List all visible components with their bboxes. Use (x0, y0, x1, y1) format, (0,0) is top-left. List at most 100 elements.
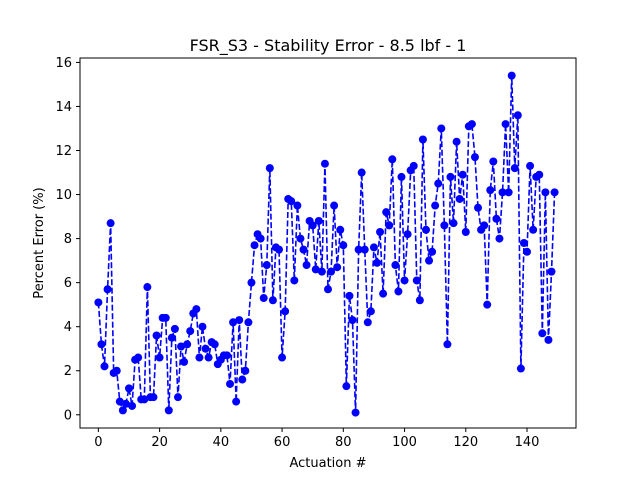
data-point (106, 219, 115, 228)
data-point (360, 245, 369, 254)
data-point (446, 172, 455, 181)
data-point (400, 276, 409, 285)
data-point (403, 230, 412, 239)
data-point (103, 285, 112, 294)
y-tick-label: 12 (55, 144, 72, 159)
data-point (363, 318, 372, 327)
data-point (124, 384, 133, 393)
data-point (550, 188, 559, 197)
data-point (458, 170, 467, 179)
axes-frame (79, 57, 577, 429)
data-point (394, 287, 403, 296)
y-tick-label: 2 (64, 364, 72, 379)
data-point (461, 227, 470, 236)
data-point (431, 201, 440, 210)
data-point (167, 333, 176, 342)
data-point (164, 406, 173, 415)
data-point (118, 406, 127, 415)
data-point (415, 296, 424, 305)
data-point (287, 197, 296, 206)
data-point (235, 316, 244, 325)
data-point (529, 225, 538, 234)
data-point (412, 276, 421, 285)
data-point (492, 214, 501, 223)
y-axis: 0 2 4 6 8 10 12 14 16 (55, 56, 80, 423)
data-point (265, 164, 274, 173)
data-point (480, 221, 489, 230)
x-tick-label: 20 (151, 435, 168, 450)
data-point (372, 258, 381, 267)
data-point (489, 157, 498, 166)
x-tick-label: 80 (335, 435, 352, 450)
data-point (495, 234, 504, 243)
data-point (241, 366, 250, 375)
data-point (455, 194, 464, 203)
data-point (161, 313, 170, 322)
data-point (357, 168, 366, 177)
data-point (229, 318, 238, 327)
data-point (278, 353, 287, 362)
data-point (317, 267, 326, 276)
data-point (421, 225, 430, 234)
data-point (186, 327, 195, 336)
data-point (382, 208, 391, 217)
data-point (152, 331, 161, 340)
data-point (302, 261, 311, 270)
data-point (210, 340, 219, 349)
data-point (262, 261, 271, 270)
data-point (547, 267, 556, 276)
data-point (544, 335, 553, 344)
y-tick-label: 0 (64, 408, 72, 423)
data-point (192, 305, 201, 314)
data-point (449, 219, 458, 228)
data-point (296, 234, 305, 243)
x-tick-label: 60 (274, 435, 291, 450)
series-layer (94, 71, 559, 417)
y-tick-label: 6 (64, 276, 72, 291)
data-point (425, 256, 434, 265)
y-tick-label: 14 (55, 100, 72, 115)
data-point (519, 239, 528, 247)
data-point (376, 227, 385, 236)
data-point (330, 201, 339, 210)
x-tick-label: 120 (453, 435, 478, 450)
data-point (333, 263, 342, 272)
x-axis-title: Actuation # (289, 456, 366, 471)
data-point (320, 159, 329, 168)
data-point (290, 276, 299, 285)
data-point (238, 375, 247, 384)
data-point (198, 322, 207, 331)
data-point (226, 379, 235, 388)
data-point (467, 120, 476, 129)
data-point (170, 324, 179, 333)
data-point (275, 245, 284, 254)
data-point (327, 267, 336, 276)
data-point (311, 265, 320, 274)
data-point (510, 164, 519, 173)
data-point (180, 357, 189, 366)
data-point (474, 203, 483, 212)
data-point (409, 161, 418, 170)
data-point (143, 283, 152, 292)
data-point (501, 120, 510, 129)
data-point (121, 399, 130, 408)
data-point (177, 342, 186, 351)
data-point (388, 155, 397, 164)
data-point (342, 382, 351, 391)
x-tick-label: 140 (515, 435, 540, 450)
data-point (385, 221, 394, 230)
data-point (440, 221, 449, 230)
data-point (351, 408, 360, 417)
data-point (354, 245, 363, 254)
data-point (336, 225, 345, 234)
data-point (498, 188, 507, 197)
data-point (128, 401, 137, 410)
data-point (222, 351, 231, 360)
data-point (434, 179, 443, 188)
data-point (140, 395, 149, 404)
data-point (134, 353, 143, 362)
data-point (369, 243, 378, 252)
data-point (513, 111, 522, 120)
data-point (504, 188, 513, 197)
